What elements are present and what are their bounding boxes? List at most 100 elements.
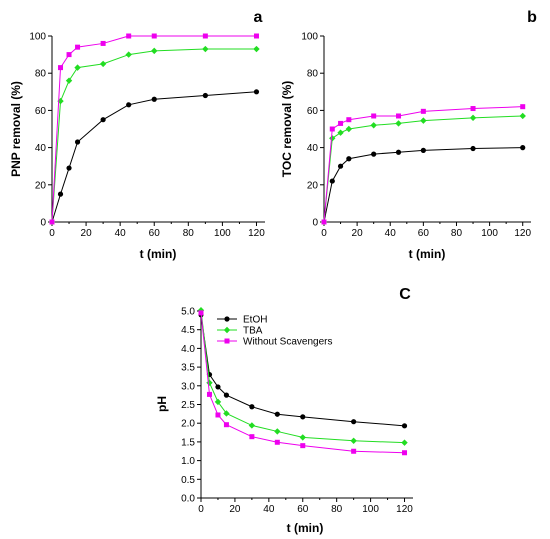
- x-tick-label: 100: [362, 504, 379, 515]
- y-tick-label: 20: [35, 180, 47, 191]
- y-tick-label: 100: [29, 32, 46, 43]
- data-point: [206, 379, 213, 387]
- y-tick-label: 0.5: [181, 475, 195, 486]
- x-tick-label: 60: [149, 228, 161, 239]
- series-without-scavengers: [321, 104, 526, 225]
- x-axis-label: t (min): [287, 521, 324, 535]
- y-tick-label: 1.5: [181, 437, 195, 448]
- legend-label: EtOH: [243, 315, 267, 326]
- y-tick-label: 80: [35, 69, 47, 80]
- series-line: [51, 48, 257, 223]
- data-point: [371, 113, 377, 119]
- x-tick-label: 60: [418, 228, 430, 239]
- x-tick-label: 20: [229, 504, 241, 515]
- data-point: [100, 40, 106, 46]
- data-point: [206, 391, 212, 397]
- x-tick-label: 80: [451, 228, 463, 239]
- legend-marker: [224, 338, 230, 344]
- data-point: [215, 384, 221, 390]
- data-point: [57, 97, 64, 105]
- legend-label: TBA: [243, 326, 263, 337]
- data-point: [49, 219, 55, 225]
- y-tick-label: 0: [312, 218, 318, 229]
- data-point: [57, 191, 64, 197]
- data-point: [370, 122, 377, 129]
- series-line: [200, 314, 405, 427]
- y-tick-label: 2.5: [181, 400, 195, 411]
- series-line: [200, 312, 405, 454]
- series-line: [323, 106, 523, 223]
- x-tick-label: 40: [115, 228, 127, 239]
- data-point: [469, 114, 477, 122]
- data-point: [223, 392, 230, 398]
- data-point: [402, 450, 408, 456]
- data-point: [346, 117, 352, 123]
- x-tick-label: 60: [297, 504, 309, 515]
- data-point: [401, 439, 408, 446]
- x-tick-label: 0: [321, 228, 327, 239]
- data-point: [248, 422, 256, 429]
- data-point: [126, 33, 132, 39]
- data-point: [470, 106, 476, 112]
- data-point: [299, 434, 306, 441]
- y-tick-label: 4.0: [181, 344, 195, 355]
- x-tick-label: 100: [214, 228, 231, 239]
- x-tick-label: 0: [198, 504, 204, 515]
- data-point: [125, 51, 132, 58]
- series-without-scavengers: [49, 33, 259, 225]
- data-point: [215, 412, 221, 418]
- data-point: [274, 428, 281, 435]
- data-point: [274, 439, 280, 445]
- series-line: [51, 91, 257, 223]
- data-point: [350, 437, 357, 444]
- x-tick-label: 20: [81, 228, 93, 239]
- y-axis-label: PNP removal (%): [9, 81, 23, 177]
- panel-letter: a: [254, 9, 263, 26]
- y-tick-label: 100: [301, 32, 318, 43]
- data-point: [470, 145, 476, 152]
- series-without-scavengers: [198, 310, 408, 456]
- data-point: [126, 102, 132, 108]
- data-point: [345, 125, 353, 133]
- y-tick-label: 40: [35, 143, 47, 154]
- data-point: [351, 419, 357, 425]
- data-point: [420, 147, 426, 153]
- data-point: [519, 112, 526, 120]
- data-point: [396, 113, 402, 119]
- y-tick-label: 0.0: [181, 494, 195, 505]
- x-tick-label: 120: [396, 504, 413, 515]
- legend-marker: [223, 326, 231, 334]
- y-tick-label: 0: [40, 218, 46, 229]
- data-point: [253, 89, 260, 95]
- data-point: [338, 120, 344, 126]
- x-axis-label: t (min): [409, 247, 446, 261]
- data-point: [253, 33, 259, 39]
- x-tick-label: 80: [331, 504, 343, 515]
- x-tick-label: 20: [352, 228, 364, 239]
- data-point: [351, 448, 357, 454]
- y-tick-label: 60: [35, 106, 47, 117]
- y-axis-label: TOC removal (%): [280, 81, 294, 177]
- data-point: [329, 126, 335, 132]
- data-point: [99, 60, 107, 68]
- data-point: [337, 163, 344, 169]
- data-point: [151, 47, 158, 55]
- data-point: [249, 434, 255, 440]
- legend-marker: [224, 316, 230, 322]
- legend-label: Without Scavengers: [243, 337, 333, 348]
- data-point: [151, 96, 157, 102]
- data-point: [66, 52, 72, 58]
- y-tick-label: 60: [307, 106, 319, 117]
- y-tick-label: 4.5: [181, 325, 195, 336]
- series-tba: [197, 307, 408, 446]
- data-point: [74, 64, 81, 71]
- y-tick-label: 5.0: [181, 307, 195, 318]
- data-point: [329, 178, 335, 184]
- series-tba: [48, 45, 260, 226]
- data-point: [151, 33, 157, 39]
- y-tick-label: 3.5: [181, 363, 195, 374]
- x-tick-label: 40: [263, 504, 275, 515]
- y-tick-label: 20: [307, 180, 319, 191]
